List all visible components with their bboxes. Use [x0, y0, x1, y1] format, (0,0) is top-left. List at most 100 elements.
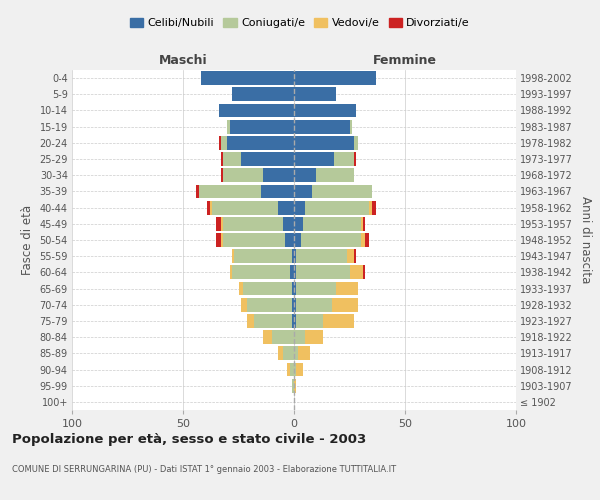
- Bar: [372, 200, 376, 214]
- Bar: [294, 152, 334, 166]
- Bar: [296, 282, 336, 296]
- Bar: [223, 168, 263, 182]
- Bar: [294, 71, 376, 85]
- Bar: [221, 233, 223, 247]
- Bar: [294, 314, 296, 328]
- Bar: [294, 200, 305, 214]
- Bar: [199, 184, 261, 198]
- Y-axis label: Fasce di età: Fasce di età: [21, 205, 34, 275]
- Bar: [217, 233, 221, 247]
- Bar: [294, 184, 312, 198]
- Bar: [209, 200, 212, 214]
- Bar: [241, 152, 294, 166]
- Bar: [217, 217, 221, 230]
- Bar: [230, 120, 294, 134]
- Bar: [354, 250, 356, 263]
- Bar: [363, 266, 365, 280]
- Bar: [294, 379, 296, 392]
- Bar: [336, 282, 358, 296]
- Bar: [292, 250, 294, 263]
- Bar: [347, 250, 354, 263]
- Bar: [332, 298, 358, 312]
- Bar: [218, 104, 294, 118]
- Bar: [221, 136, 227, 149]
- Bar: [239, 282, 243, 296]
- Bar: [294, 168, 316, 182]
- Bar: [294, 266, 296, 280]
- Bar: [312, 184, 372, 198]
- Bar: [234, 250, 292, 263]
- Bar: [254, 314, 292, 328]
- Bar: [221, 168, 223, 182]
- Bar: [263, 168, 294, 182]
- Bar: [292, 314, 294, 328]
- Bar: [223, 233, 285, 247]
- Bar: [305, 330, 323, 344]
- Bar: [303, 217, 361, 230]
- Bar: [227, 136, 294, 149]
- Bar: [230, 266, 232, 280]
- Bar: [272, 330, 294, 344]
- Bar: [221, 217, 223, 230]
- Bar: [294, 330, 305, 344]
- Bar: [223, 152, 241, 166]
- Bar: [294, 250, 296, 263]
- Bar: [296, 266, 350, 280]
- Bar: [285, 233, 294, 247]
- Bar: [223, 217, 283, 230]
- Text: Femmine: Femmine: [373, 54, 437, 67]
- Bar: [296, 362, 303, 376]
- Bar: [316, 168, 354, 182]
- Bar: [241, 298, 247, 312]
- Bar: [232, 266, 290, 280]
- Bar: [354, 152, 356, 166]
- Bar: [334, 152, 354, 166]
- Bar: [261, 184, 294, 198]
- Bar: [196, 184, 199, 198]
- Bar: [283, 346, 294, 360]
- Bar: [363, 217, 365, 230]
- Bar: [294, 298, 296, 312]
- Bar: [247, 314, 254, 328]
- Bar: [323, 314, 354, 328]
- Bar: [354, 136, 358, 149]
- Bar: [290, 266, 294, 280]
- Bar: [278, 200, 294, 214]
- Bar: [294, 120, 350, 134]
- Bar: [232, 250, 234, 263]
- Bar: [350, 266, 363, 280]
- Bar: [221, 152, 223, 166]
- Text: COMUNE DI SERRUNGARINA (PU) - Dati ISTAT 1° gennaio 2003 - Elaborazione TUTTITAL: COMUNE DI SERRUNGARINA (PU) - Dati ISTAT…: [12, 466, 396, 474]
- Bar: [305, 200, 370, 214]
- Bar: [365, 233, 370, 247]
- Bar: [218, 136, 221, 149]
- Bar: [370, 200, 372, 214]
- Bar: [212, 200, 278, 214]
- Bar: [294, 362, 296, 376]
- Bar: [294, 104, 356, 118]
- Bar: [227, 120, 230, 134]
- Bar: [294, 346, 298, 360]
- Bar: [294, 136, 354, 149]
- Text: Popolazione per età, sesso e stato civile - 2003: Popolazione per età, sesso e stato civil…: [12, 432, 366, 446]
- Bar: [201, 71, 294, 85]
- Bar: [296, 298, 332, 312]
- Bar: [298, 346, 310, 360]
- Bar: [361, 233, 365, 247]
- Bar: [361, 217, 363, 230]
- Bar: [296, 314, 323, 328]
- Bar: [350, 120, 352, 134]
- Bar: [243, 282, 292, 296]
- Bar: [278, 346, 283, 360]
- Bar: [294, 217, 303, 230]
- Bar: [294, 233, 301, 247]
- Bar: [292, 379, 294, 392]
- Bar: [232, 88, 294, 101]
- Bar: [208, 200, 209, 214]
- Bar: [296, 250, 347, 263]
- Bar: [294, 282, 296, 296]
- Bar: [263, 330, 272, 344]
- Bar: [292, 282, 294, 296]
- Text: Maschi: Maschi: [158, 54, 208, 67]
- Bar: [301, 233, 361, 247]
